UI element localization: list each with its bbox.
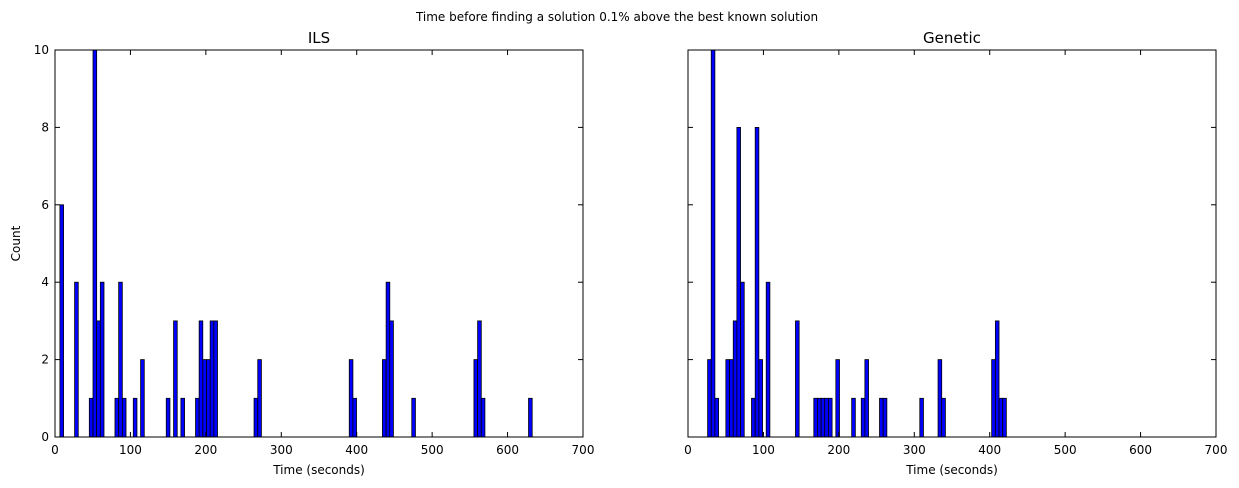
ils-bar-21 <box>257 359 262 438</box>
ils-bar-6 <box>114 397 120 438</box>
genetic-bar-9 <box>754 127 760 438</box>
genetic-axes-frame <box>687 49 1217 438</box>
genetic-bar-20 <box>860 397 866 438</box>
ils-bar-3 <box>92 49 98 438</box>
genetic-bar-7 <box>740 281 745 438</box>
ils-bar-4 <box>96 320 101 438</box>
ils-bar-8 <box>121 397 127 438</box>
genetic-bar-4 <box>729 359 734 438</box>
genetic-bar-28 <box>994 320 1000 438</box>
genetic-bar-2 <box>714 397 719 438</box>
ils-bar-7 <box>118 281 123 438</box>
genetic-bar-19 <box>851 397 856 438</box>
genetic-bar-16 <box>824 397 829 438</box>
figure-suptitle: Time before finding a solution 0.1% abov… <box>415 10 818 24</box>
ils-xtick-label: 300 <box>270 443 293 457</box>
ils-bar-25 <box>385 281 391 438</box>
ils-ytick-label: 6 <box>41 198 49 212</box>
ils-bar-28 <box>473 359 478 438</box>
ils-bar-15 <box>198 320 204 438</box>
genetic-xlabel: Time (seconds) <box>905 463 998 477</box>
ils-bar-26 <box>389 320 394 438</box>
genetic-xtick-label: 300 <box>903 443 926 457</box>
ils-bar-2 <box>88 397 94 438</box>
genetic-bar-30 <box>1002 397 1007 438</box>
ils-histogram-panel: 0 100 200 300 400 500 600 700 0 2 4 6 8 10 ILS Time (se… <box>9 29 594 477</box>
ils-bar-24 <box>382 359 387 438</box>
ils-bar-14 <box>195 397 200 438</box>
genetic-bar-18 <box>835 359 840 438</box>
ils-bar-13 <box>180 397 185 438</box>
ils-bar-16 <box>202 359 207 438</box>
ils-bar-10 <box>140 359 145 438</box>
genetic-bar-10 <box>758 359 763 438</box>
genetic-title: Genetic <box>923 29 981 47</box>
ils-ytick-label: 10 <box>34 43 49 57</box>
ils-title: ILS <box>308 29 330 47</box>
genetic-bar-0 <box>707 359 712 438</box>
genetic-xtick-label: 400 <box>978 443 1001 457</box>
ils-axes-frame <box>54 49 584 438</box>
genetic-bar-23 <box>882 397 888 438</box>
ils-ylabel: Count <box>9 225 23 261</box>
ils-ytick-label: 0 <box>41 430 49 444</box>
ils-bar-12 <box>173 320 178 438</box>
genetic-bar-13 <box>813 397 818 438</box>
genetic-xtick-label: 500 <box>1054 443 1077 457</box>
genetic-bar-24 <box>919 397 924 438</box>
genetic-xtick-label: 0 <box>684 443 692 457</box>
genetic-bar-6 <box>736 127 741 438</box>
ils-xtick-label: 500 <box>421 443 444 457</box>
ils-bar-9 <box>132 397 138 438</box>
genetic-histogram-panel: 0 100 200 300 400 500 600 700 Genetic Time (secon… <box>684 29 1227 477</box>
ils-ytick-label: 8 <box>41 120 49 134</box>
ils-bar-23 <box>352 397 357 438</box>
ils-ytick-label: 4 <box>41 275 49 289</box>
genetic-bar-17 <box>828 397 833 438</box>
genetic-bar-21 <box>864 359 869 438</box>
ils-xtick-label: 400 <box>345 443 368 457</box>
genetic-bar-11 <box>765 281 771 438</box>
ils-bar-18 <box>209 320 215 438</box>
genetic-xtick-label: 100 <box>752 443 775 457</box>
genetic-bar-14 <box>817 397 822 438</box>
genetic-bar-12 <box>795 320 800 438</box>
ils-ytick-label: 2 <box>41 353 49 367</box>
genetic-bar-5 <box>732 320 738 438</box>
ils-xtick-label: 0 <box>51 443 59 457</box>
genetic-bar-1 <box>710 49 716 438</box>
ils-xtick-label: 600 <box>496 443 519 457</box>
genetic-bar-3 <box>725 359 730 438</box>
ils-bar-29 <box>477 320 482 438</box>
ils-xlabel: Time (seconds) <box>272 463 365 477</box>
ils-bar-11 <box>165 397 171 438</box>
ils-bar-22 <box>348 359 354 438</box>
genetic-xtick-label: 200 <box>827 443 850 457</box>
genetic-bar-22 <box>879 397 884 438</box>
genetic-bar-25 <box>937 359 943 438</box>
ils-bar-1 <box>74 281 79 438</box>
ils-xtick-label: 100 <box>119 443 142 457</box>
ils-bar-31 <box>528 397 533 438</box>
ils-bar-17 <box>206 359 211 438</box>
genetic-xtick-label: 700 <box>1205 443 1228 457</box>
ils-bar-19 <box>213 320 218 438</box>
ils-xtick-label: 700 <box>572 443 595 457</box>
genetic-bar-27 <box>991 359 996 438</box>
genetic-bar-8 <box>751 397 756 438</box>
ils-bar-0 <box>59 204 64 438</box>
genetic-bar-15 <box>820 397 826 438</box>
ils-bar-30 <box>480 397 486 438</box>
genetic-bar-26 <box>941 397 946 438</box>
ils-bar-27 <box>411 397 416 438</box>
ils-xtick-label: 200 <box>194 443 217 457</box>
ils-bar-5 <box>99 281 105 438</box>
genetic-bar-29 <box>998 397 1004 438</box>
genetic-xtick-label: 600 <box>1129 443 1152 457</box>
ils-bar-20 <box>253 397 259 438</box>
